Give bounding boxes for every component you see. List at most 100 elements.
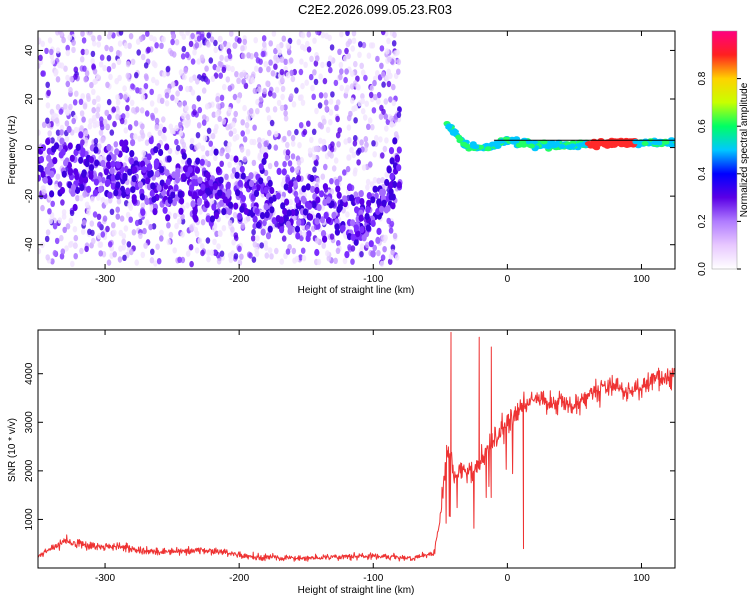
spectrogram-cell (329, 178, 334, 185)
spectrogram-cell (359, 251, 364, 258)
spectrogram-ridge-cell (355, 230, 361, 238)
spectrogram-cell (357, 51, 362, 58)
spectrogram-cell (213, 127, 218, 135)
spectrogram-cell (335, 247, 341, 254)
spectrogram-carrier-cell (449, 130, 457, 136)
spectrogram-cell (345, 165, 351, 173)
spectrogram-cell (252, 222, 257, 230)
spectrogram-cell (181, 33, 187, 40)
spectrogram-cell (330, 141, 335, 148)
spectrogram-cell (248, 107, 254, 115)
spectrogram-cell (391, 40, 397, 47)
spectrogram-cell (376, 249, 381, 257)
spectrogram-ridge-cell (38, 165, 44, 173)
spectrogram-cell (38, 62, 41, 70)
spectrogram-ridge-cell (379, 205, 385, 213)
spectrogram-ridge-cell (235, 189, 241, 197)
x-tick-label: -200 (229, 573, 249, 584)
spectrogram-ridge-cell (165, 214, 171, 222)
spectrogram-x-ticks: -300 -200 -100 0 100 (95, 31, 650, 285)
spectrogram-cell (63, 65, 68, 72)
spectrogram-cell (45, 102, 51, 109)
spectrogram-ridge-cell (239, 205, 245, 213)
spectrogram-cell (160, 132, 166, 140)
spectrogram-cell (40, 204, 45, 212)
spectrogram-cell (80, 93, 85, 100)
spectrogram-ridge-cell (74, 173, 80, 181)
spectrogram-ridge-cell (146, 153, 152, 161)
spectrogram-cell (92, 211, 98, 218)
spectrogram-cell (225, 152, 230, 160)
spectrogram-cell (290, 75, 296, 83)
x-tick-label: -300 (95, 573, 115, 584)
spectrogram-cell (351, 37, 357, 44)
spectrogram-cell (396, 111, 402, 119)
spectrogram-cell (111, 106, 116, 113)
spectrogram-cell (368, 42, 374, 49)
spectrogram-cell (65, 44, 70, 52)
spectrogram-cell (250, 77, 255, 84)
spectrogram-cell (372, 244, 378, 252)
spectrogram-cell (65, 223, 71, 230)
spectrogram-cell (382, 145, 388, 153)
spectrogram-cell (71, 117, 76, 125)
spectrogram-cell (269, 253, 274, 260)
spectrogram-cell (226, 42, 231, 49)
spectrogram-ridge-cell (307, 213, 314, 221)
spectrogram-cell (330, 91, 335, 98)
spectrogram-cell (210, 75, 216, 83)
spectrogram-cell (280, 76, 285, 84)
spectrogram-cell (129, 248, 134, 256)
spectrogram-ridge-cell (192, 191, 198, 199)
spectrogram-cell (397, 106, 402, 113)
y-tick-label: 0 (24, 144, 35, 150)
spectrogram-cell (188, 244, 194, 251)
spectrogram-cell (224, 173, 229, 180)
spectrogram-cell (200, 145, 206, 152)
spectrogram-cell (312, 166, 317, 173)
spectrogram-cell (181, 113, 186, 120)
spectrogram-ridge-cell (166, 155, 172, 163)
spectrogram-cell (41, 121, 47, 128)
spectrogram-cell (380, 254, 386, 261)
spectrogram-cell (279, 56, 285, 63)
spectrogram-cell (152, 36, 157, 43)
spectrogram-ridge-cell (80, 147, 86, 155)
spectrogram-cell (258, 66, 263, 74)
spectrogram-ridge-cell (267, 179, 273, 187)
spectrogram-cell (302, 128, 308, 136)
spectrogram-cell (185, 250, 191, 257)
spectrogram-ridge-cell (105, 178, 111, 186)
spectrogram-cell (161, 116, 166, 123)
spectrogram-cell (50, 137, 55, 144)
spectrogram-cell (318, 92, 324, 99)
spectrogram-cell (142, 227, 147, 235)
spectrogram-carrier-cell (510, 139, 518, 145)
spectrogram-cell (143, 73, 149, 80)
spectrogram-cell (333, 79, 339, 87)
spectrogram-cell (99, 116, 104, 123)
spectrogram-cell (252, 124, 257, 131)
spectrogram-ridge-cell (204, 200, 210, 208)
spectrogram-ridge-cell (115, 161, 121, 169)
spectrogram-cell (287, 160, 293, 167)
spectrogram-cell (222, 83, 227, 91)
spectrogram-cell (121, 238, 126, 245)
spectrogram-cell (345, 31, 350, 37)
spectrogram-cell (200, 219, 206, 226)
spectrogram-cell (55, 129, 61, 136)
spectrogram-cell (58, 108, 64, 115)
spectrogram-ridge-cell (42, 176, 48, 184)
spectrogram-cell (135, 38, 141, 45)
spectrogram-ridge-cell (45, 137, 51, 146)
spectrogram-cell (98, 129, 104, 136)
spectrogram-cell (307, 147, 313, 154)
spectrogram-ridge-cell (370, 219, 376, 228)
spectrogram-cell (234, 133, 240, 141)
spectrogram-carrier-cell (558, 144, 566, 149)
spectrogram-cell (69, 240, 74, 248)
spectrogram-cell (201, 119, 207, 126)
spectrogram-ridge-cell (358, 190, 364, 198)
spectrogram-x-label: Height of straight line (km) (298, 285, 415, 296)
spectrogram-ridge-cell (219, 199, 225, 207)
